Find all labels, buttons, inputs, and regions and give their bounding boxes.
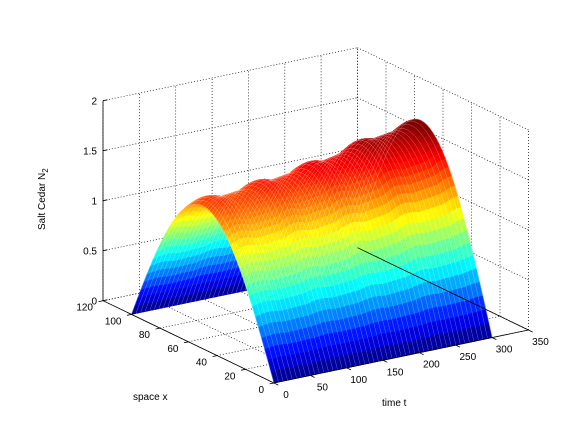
mesh-line <box>294 140 438 349</box>
mesh-line <box>281 151 425 352</box>
mesh-line <box>276 153 420 353</box>
grid-line-back <box>102 97 358 152</box>
mesh-line <box>313 137 456 346</box>
mesh-line <box>154 196 297 379</box>
z-tick <box>102 199 108 202</box>
mesh-line <box>231 171 375 363</box>
mesh-line <box>244 161 388 360</box>
mesh-line <box>308 138 452 347</box>
mesh-line <box>335 128 479 341</box>
z-axis-label-main: Salt Cedar N <box>37 173 48 230</box>
mesh-line <box>172 191 316 375</box>
x-tick-label: 0 <box>283 390 289 401</box>
mesh-line <box>181 189 325 373</box>
mesh-line <box>285 148 429 351</box>
x-tick <box>528 329 533 333</box>
mesh-line <box>226 173 370 364</box>
y-tick-label: 80 <box>139 330 151 341</box>
mesh-line <box>235 168 379 362</box>
mesh-line <box>322 133 465 344</box>
z-tick <box>102 99 108 102</box>
mesh-line <box>304 138 447 348</box>
z-axis-label-subscript: 2 <box>41 168 50 173</box>
x-tick-label: 50 <box>317 382 329 393</box>
grid-line-back <box>102 147 358 202</box>
x-tick-label: 200 <box>423 360 440 371</box>
y-tick-label: 20 <box>224 371 236 382</box>
mesh-line <box>149 195 293 380</box>
mesh-line <box>140 197 284 382</box>
mesh-line <box>176 190 320 374</box>
mesh-line <box>267 157 411 355</box>
x-tick <box>382 359 388 363</box>
y-tick <box>269 382 275 385</box>
mesh-line <box>349 118 493 338</box>
z-tick-label: 0 <box>91 297 97 308</box>
z-tick-label: 2 <box>91 97 97 108</box>
mesh-line <box>331 130 475 342</box>
mesh-line <box>131 203 275 384</box>
y-tick <box>127 314 132 316</box>
y-tick-label: 0 <box>258 385 264 396</box>
mesh-line <box>213 178 356 367</box>
y-axis-label: space x <box>133 392 167 403</box>
axes-frame <box>98 99 533 386</box>
mesh-line <box>254 160 397 358</box>
y-axis-line-right <box>357 247 529 331</box>
y-tick <box>241 368 246 371</box>
y-tick-label: 60 <box>167 344 179 355</box>
z-tick-label: 0.5 <box>83 247 97 258</box>
mesh-line <box>199 179 343 369</box>
x-tick-label: 300 <box>496 345 513 356</box>
mesh-line <box>163 194 306 377</box>
y-tick-label: 120 <box>76 303 93 314</box>
y-tick-label: 40 <box>196 358 208 369</box>
z-tick-label: 1.5 <box>83 147 97 158</box>
z-tick-label: 1 <box>91 197 97 208</box>
x-tick <box>491 337 497 340</box>
z-axis-label: Salt Cedar N2 <box>37 168 50 230</box>
z-tick <box>102 149 108 152</box>
mesh-line <box>144 195 288 381</box>
mesh-line <box>240 164 384 361</box>
x-tick <box>346 367 352 371</box>
mesh-line <box>135 200 279 383</box>
x-axis-line <box>273 329 529 384</box>
mesh-line <box>344 120 488 339</box>
mesh-line <box>258 161 402 357</box>
surface-mesh <box>131 118 493 384</box>
mesh-line <box>340 124 484 340</box>
y-tick <box>212 355 218 357</box>
y-tick <box>98 300 104 302</box>
mesh-line <box>326 132 470 343</box>
mesh-line <box>204 179 347 368</box>
y-tick <box>155 327 161 330</box>
mesh-line <box>208 180 352 367</box>
grid-line-back <box>102 47 358 102</box>
x-tick <box>310 375 315 378</box>
x-tick-label: 250 <box>459 352 476 363</box>
y-tick <box>184 341 189 344</box>
mesh-line <box>194 179 338 370</box>
x-tick-label: 350 <box>532 337 549 348</box>
mesh-line <box>190 181 334 371</box>
x-tick-label: 150 <box>387 367 404 378</box>
y-tick-label: 100 <box>105 316 122 327</box>
x-tick <box>273 382 279 386</box>
x-tick <box>419 352 424 356</box>
z-tick <box>102 299 108 302</box>
mesh-line <box>185 185 329 372</box>
mesh-line <box>263 159 406 356</box>
x-axis-label: time t <box>382 398 407 409</box>
x-tick <box>455 344 461 348</box>
tick-labels: 05010015020025030035002040608010012000.5… <box>76 97 549 401</box>
x-tick-label: 100 <box>350 375 367 386</box>
z-tick <box>102 249 108 252</box>
mesh-line <box>222 175 366 365</box>
